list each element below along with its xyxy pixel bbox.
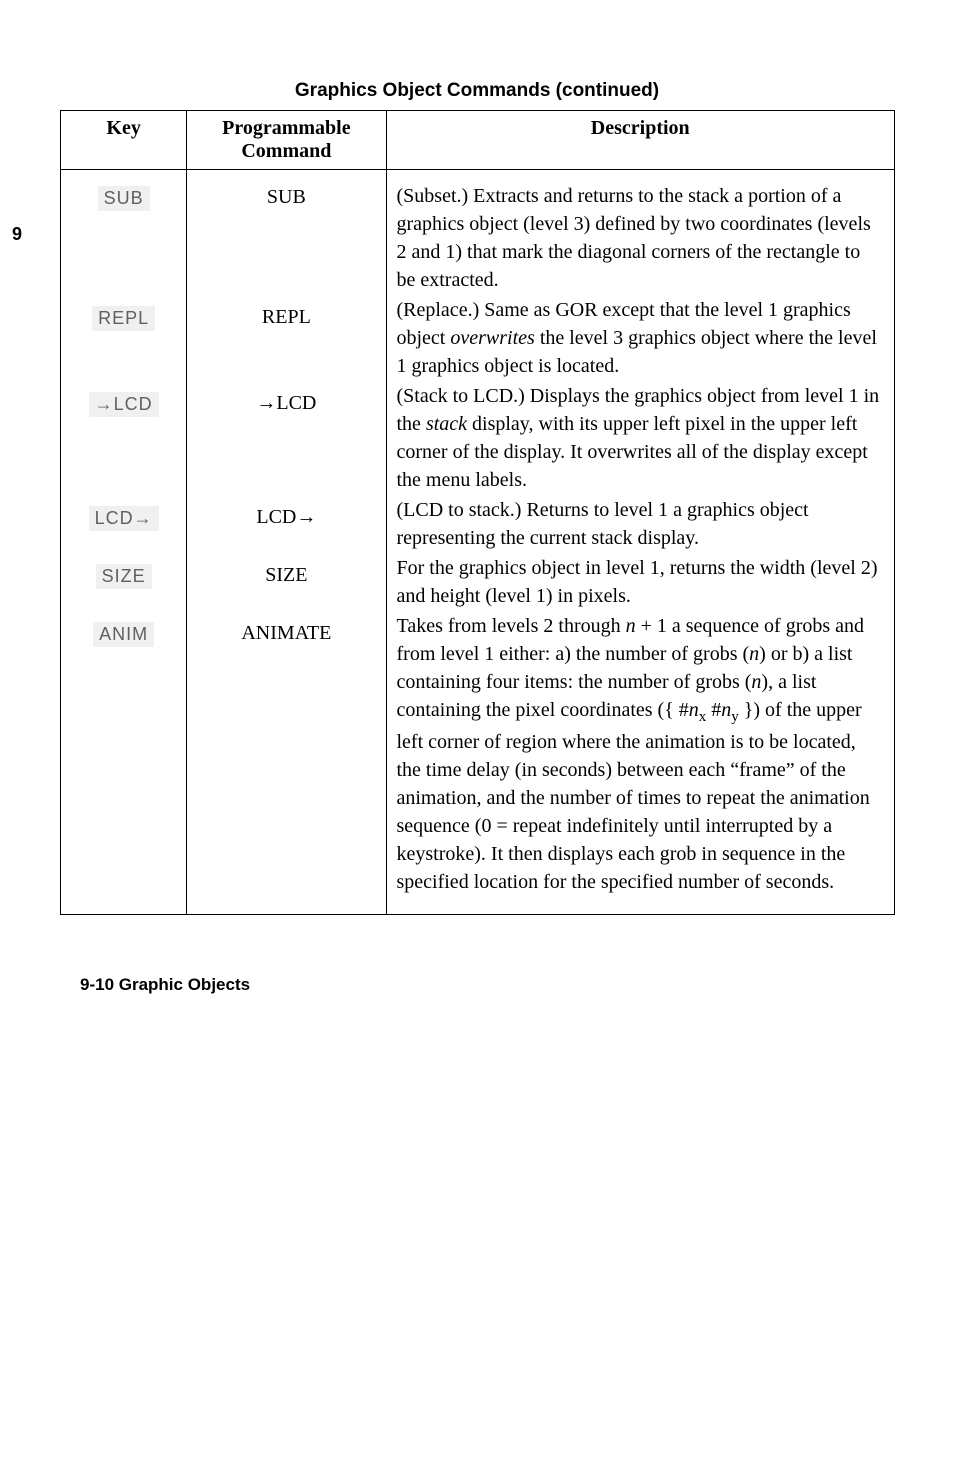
cmd-column: SUBREPL→LCDLCD→SIZEANIMATE [187,170,386,915]
table-caption: Graphics Object Commands (continued) [60,80,894,102]
desc-text: (LCD to stack.) Returns to level 1 a gra… [397,496,885,552]
key-label: ANIM [71,622,176,906]
cmd-label: SUB [197,180,375,304]
key-label-text: REPL [92,306,155,331]
cmd-label: ANIMATE [197,622,375,906]
key-label: SUB [71,180,176,304]
header-key: Key [61,111,187,170]
desc-text: (Subset.) Extracts and returns to the st… [397,176,885,294]
cmd-label: →LCD [197,392,375,504]
cmd-label: REPL [197,306,375,390]
header-desc: Description [386,111,895,170]
desc-text: (Stack to LCD.) Displays the graphics ob… [397,382,885,494]
table-body-row: SUBREPL→LCDLCD→SIZEANIM SUBREPL→LCDLCD→S… [61,170,895,915]
cmd-label: SIZE [197,564,375,620]
key-label: →LCD [71,392,176,504]
key-label-text: ANIM [93,622,154,647]
key-label-text: →LCD [89,392,159,417]
desc-text: For the graphics object in level 1, retu… [397,554,885,610]
cmd-label: LCD→ [197,506,375,562]
page-footer: 9-10 Graphic Objects [80,975,894,995]
key-label-text: SUB [98,186,150,211]
desc-text: (Replace.) Same as GOR except that the l… [397,296,885,380]
key-label-text: LCD→ [89,506,159,531]
desc-text: Takes from levels 2 through n + 1 a sequ… [397,612,885,896]
commands-table: Key Programmable Command Description SUB… [60,110,895,915]
key-label-text: SIZE [96,564,152,589]
header-cmd: Programmable Command [187,111,386,170]
key-label: SIZE [71,564,176,620]
key-column: SUB REPL →LCD LCD→ SIZE ANIM [61,170,187,915]
table-header-row: Key Programmable Command Description [61,111,895,170]
desc-column: (Subset.) Extracts and returns to the st… [386,170,895,915]
key-label: REPL [71,306,176,390]
page: 9 Graphics Object Commands (continued) K… [0,0,954,1035]
chapter-number: 9 [12,224,22,245]
key-label: LCD→ [71,506,176,562]
